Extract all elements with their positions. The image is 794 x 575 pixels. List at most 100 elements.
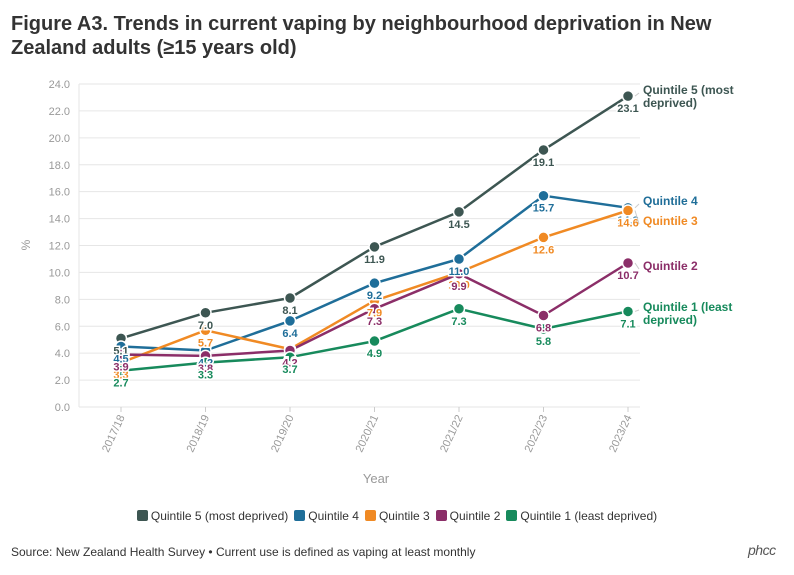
series-end-label: deprived) [643, 96, 697, 110]
data-label: 4.2 [282, 357, 297, 369]
data-label: 23.1 [617, 103, 638, 115]
data-label: 3.7 [282, 364, 297, 376]
x-tick-label: 2019/20 [269, 413, 297, 454]
data-point[interactable] [283, 314, 297, 328]
data-label: 14.6 [617, 218, 638, 230]
legend-item[interactable]: Quintile 1 (least deprived) [506, 509, 657, 523]
data-point[interactable] [452, 267, 466, 281]
data-label: 7.0 [198, 320, 213, 332]
x-axis-label: Year [363, 471, 390, 486]
data-label: 7.9 [367, 308, 382, 320]
legend-label: Quintile 1 (least deprived) [520, 509, 658, 523]
end-label-connector [634, 92, 640, 97]
data-label: 10.7 [617, 270, 638, 282]
y-tick-label: 6.0 [55, 321, 70, 333]
data-label: 3.3 [113, 370, 128, 382]
data-label: 3.9 [113, 362, 128, 374]
data-point[interactable] [537, 231, 550, 244]
data-point[interactable] [537, 322, 550, 336]
y-tick-label: 12.0 [49, 241, 70, 253]
series-end-label: Quintile 4 [643, 194, 698, 208]
y-tick-label: 14.0 [49, 214, 70, 226]
data-point[interactable] [368, 240, 381, 254]
x-tick-label: 2018/19 [185, 413, 213, 454]
data-point[interactable] [537, 309, 550, 322]
data-point[interactable] [368, 276, 381, 290]
data-label: 5.8 [536, 336, 551, 348]
end-label-connector [634, 262, 640, 270]
data-point[interactable] [452, 205, 466, 219]
legend-swatch [136, 510, 148, 521]
data-label: 15.7 [533, 203, 554, 215]
data-label: 12.6 [533, 244, 554, 256]
y-tick-label: 0.0 [55, 402, 70, 414]
data-point[interactable] [199, 306, 212, 320]
data-label: 4.2 [198, 357, 213, 369]
y-axis-ticks: 0.0 2.0 4.0 6.0 8.0 10.0 12.0 14.0 16.0 18.0 20.0 2… [49, 79, 70, 414]
legend-item[interactable]: Quintile 2 [435, 509, 500, 523]
y-tick-label: 16.0 [49, 187, 70, 199]
y-tick-label: 22.0 [49, 106, 70, 118]
data-point[interactable] [199, 356, 212, 369]
data-point[interactable] [114, 348, 128, 361]
data-label: 14.8 [617, 215, 638, 227]
data-point[interactable] [114, 364, 128, 377]
data-point[interactable] [621, 305, 635, 318]
data-point[interactable] [621, 89, 635, 103]
data-label: 5.7 [198, 337, 213, 349]
gridlines [78, 83, 640, 408]
y-tick-label: 2.0 [55, 375, 70, 387]
legend: Quintile 5 (most deprived) Quintile 4 Quin… [0, 509, 794, 523]
data-point[interactable] [283, 350, 297, 364]
data-label: 9.2 [367, 290, 382, 302]
series-end-label: Quintile 2 [643, 259, 698, 273]
legend-item[interactable]: Quintile 5 (most deprived) [136, 509, 289, 523]
data-point[interactable] [452, 302, 466, 316]
data-label: 9.9 [451, 281, 466, 293]
legend-label: Quintile 3 [378, 509, 430, 523]
data-point[interactable] [283, 291, 297, 305]
legend-swatch [364, 510, 376, 521]
data-point[interactable] [368, 302, 381, 316]
legend-item[interactable]: Quintile 3 [364, 509, 430, 523]
data-point[interactable] [537, 143, 550, 157]
data-label: 6.8 [536, 322, 551, 334]
data-labels: 5.1 7.0 8.1 11.9 14.5 19.1 23.1 4.5 4.2 6.4 9.2 11.… [112, 102, 640, 392]
data-label: 4.5 [113, 353, 128, 365]
data-label: 8.1 [282, 305, 297, 317]
series-end-label: Quintile 1 (least [643, 300, 732, 314]
data-label: 11.9 [364, 254, 385, 266]
data-point[interactable] [368, 334, 381, 348]
data-point[interactable] [537, 189, 550, 202]
data-label: 3.8 [198, 363, 213, 375]
data-point[interactable] [199, 324, 212, 337]
x-tick-label: 2020/21 [354, 413, 382, 454]
data-point[interactable] [621, 204, 635, 217]
y-tick-label: 8.0 [55, 294, 70, 306]
data-label: 2.7 [113, 378, 128, 390]
end-label-connector [634, 210, 640, 225]
data-label: 7.1 [620, 318, 635, 330]
legend-swatch [435, 510, 447, 521]
data-label: 11.0 [449, 266, 470, 278]
data-label: 19.1 [533, 157, 554, 169]
data-label: 4.9 [367, 348, 382, 360]
series-end-label: Quintile 3 [643, 214, 698, 228]
data-point[interactable] [452, 252, 466, 266]
legend-swatch [506, 510, 518, 521]
data-point[interactable] [621, 256, 635, 270]
data-label: 10.0 [448, 279, 469, 291]
series-points [114, 89, 635, 377]
series-end-label: Quintile 5 (most [643, 83, 734, 97]
legend-label: Quintile 5 (most deprived) [150, 509, 289, 523]
x-tick-label: 2022/23 [523, 413, 551, 454]
data-label: 3.3 [198, 370, 213, 382]
y-tick-label: 24.0 [49, 79, 70, 91]
x-tick-label: 2023/24 [607, 413, 635, 454]
data-label: 5.1 [113, 345, 128, 357]
y-tick-label: 20.0 [49, 133, 70, 145]
data-label: 14.5 [448, 219, 469, 231]
data-label: 4.3 [282, 356, 297, 368]
legend-item[interactable]: Quintile 4 [294, 509, 359, 523]
